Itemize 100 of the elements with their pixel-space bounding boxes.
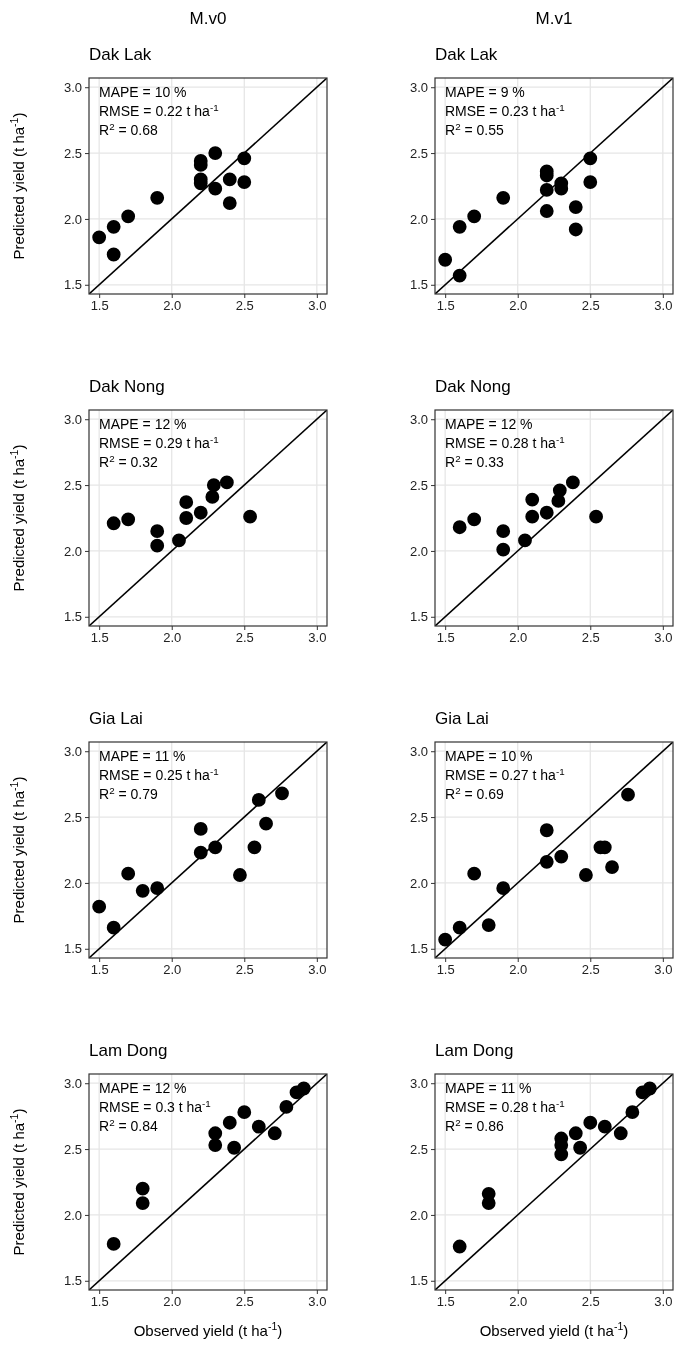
y-tick-label: 2.0 <box>63 543 82 559</box>
chart-title: Lam Dong <box>89 1041 168 1060</box>
point <box>642 1081 657 1096</box>
chart-title: Dak Lak <box>435 45 498 64</box>
point <box>247 840 262 855</box>
x-tick-label: 2.5 <box>235 962 254 978</box>
point <box>452 268 467 283</box>
annotation: MAPE = 12 % <box>445 416 533 432</box>
point <box>121 209 136 224</box>
point <box>222 172 237 187</box>
point <box>539 854 554 869</box>
annotation: MAPE = 9 % <box>445 84 525 100</box>
point <box>208 1126 223 1141</box>
point <box>568 222 583 237</box>
point <box>267 1126 282 1141</box>
annotation: R$^{2}$ = 0.79 <box>99 784 158 802</box>
point <box>106 516 121 531</box>
point <box>496 524 511 539</box>
annotation: R$^{2}$ = 0.69 <box>445 784 504 802</box>
point <box>597 1119 612 1134</box>
annotation: R$^{2}$ = 0.33 <box>445 452 504 470</box>
point <box>481 1196 496 1210</box>
point <box>150 190 165 205</box>
point <box>135 883 150 898</box>
point <box>579 868 593 882</box>
x-tick-label: 2.0 <box>509 298 528 314</box>
y-tick-label: 2.0 <box>409 1207 428 1223</box>
annotation: RMSE = 0.25 t ha$^{-1}$ <box>99 765 219 783</box>
annotation: RMSE = 0.28 t ha$^{-1}$ <box>445 433 565 451</box>
point <box>539 204 554 218</box>
annotation: MAPE = 12 % <box>99 416 187 432</box>
point <box>208 840 223 855</box>
point <box>625 1105 640 1120</box>
x-tick-label: 1.5 <box>436 1294 455 1310</box>
point <box>539 183 554 197</box>
y-tick-label: 1.5 <box>63 941 82 957</box>
point <box>467 209 482 224</box>
annotation: RMSE = 0.27 t ha$^{-1}$ <box>445 765 565 783</box>
point <box>208 146 223 160</box>
point <box>452 1239 467 1254</box>
x-tick-label: 2.5 <box>235 1294 254 1310</box>
point <box>193 822 208 836</box>
y-tick-label: 2.0 <box>63 211 82 227</box>
y-tick-label: 2.5 <box>63 1141 82 1157</box>
y-tick-label: 2.0 <box>409 543 428 559</box>
point <box>589 509 603 524</box>
point <box>106 219 121 234</box>
x-tick-label: 2.5 <box>235 630 254 646</box>
y-tick-label: 3.0 <box>409 411 428 427</box>
y-tick-label: 3.0 <box>409 79 428 95</box>
y-tick-label: 2.0 <box>409 211 428 227</box>
point <box>206 478 221 492</box>
y-tick-label: 2.5 <box>409 477 428 493</box>
point <box>92 230 107 245</box>
y-tick-label: 2.0 <box>63 875 82 891</box>
y-tick-label: 2.5 <box>63 809 82 825</box>
point <box>243 509 257 524</box>
annotation: R$^{2}$ = 0.55 <box>445 120 504 138</box>
y-tick-label: 2.0 <box>63 1207 82 1223</box>
y-tick-label: 3.0 <box>409 1075 428 1091</box>
point <box>554 1147 569 1162</box>
annotation: R$^{2}$ = 0.86 <box>445 1116 504 1134</box>
point <box>106 1237 121 1251</box>
y-tick-label: 1.5 <box>63 1273 82 1289</box>
annotation: MAPE = 11 % <box>99 748 186 764</box>
point <box>172 533 186 548</box>
point <box>193 505 208 520</box>
annotation: MAPE = 10 % <box>445 748 533 764</box>
point <box>135 1181 150 1196</box>
y-tick-label: 3.0 <box>63 1075 82 1091</box>
point <box>279 1100 294 1114</box>
y-tick-label: 1.5 <box>409 1273 428 1289</box>
annotation: RMSE = 0.29 t ha$^{-1}$ <box>99 433 219 451</box>
point <box>467 866 482 881</box>
x-tick-label: 2.0 <box>163 298 182 314</box>
annotation: RMSE = 0.22 t ha$^{-1}$ <box>99 101 219 119</box>
point <box>296 1081 311 1096</box>
chart-title: Gia Lai <box>89 709 143 728</box>
point <box>237 151 252 166</box>
point <box>554 849 569 864</box>
point <box>150 538 165 553</box>
y-tick-label: 1.5 <box>63 277 82 293</box>
annotation: RMSE = 0.3 t ha$^{-1}$ <box>99 1097 211 1115</box>
x-tick-label: 2.0 <box>163 1294 182 1310</box>
point <box>205 490 220 504</box>
point <box>496 190 511 205</box>
point <box>121 512 136 527</box>
point <box>92 899 107 914</box>
y-tick-label: 2.5 <box>409 1141 428 1157</box>
x-tick-label: 1.5 <box>90 298 109 314</box>
point <box>496 881 511 896</box>
point <box>565 475 580 490</box>
x-tick-label: 3.0 <box>308 1294 327 1310</box>
point <box>525 509 540 524</box>
x-tick-label: 2.0 <box>509 962 528 978</box>
annotation: MAPE = 11 % <box>445 1080 532 1096</box>
x-tick-label: 2.0 <box>509 630 528 646</box>
point <box>106 247 121 262</box>
point <box>452 520 467 535</box>
point <box>518 533 532 548</box>
